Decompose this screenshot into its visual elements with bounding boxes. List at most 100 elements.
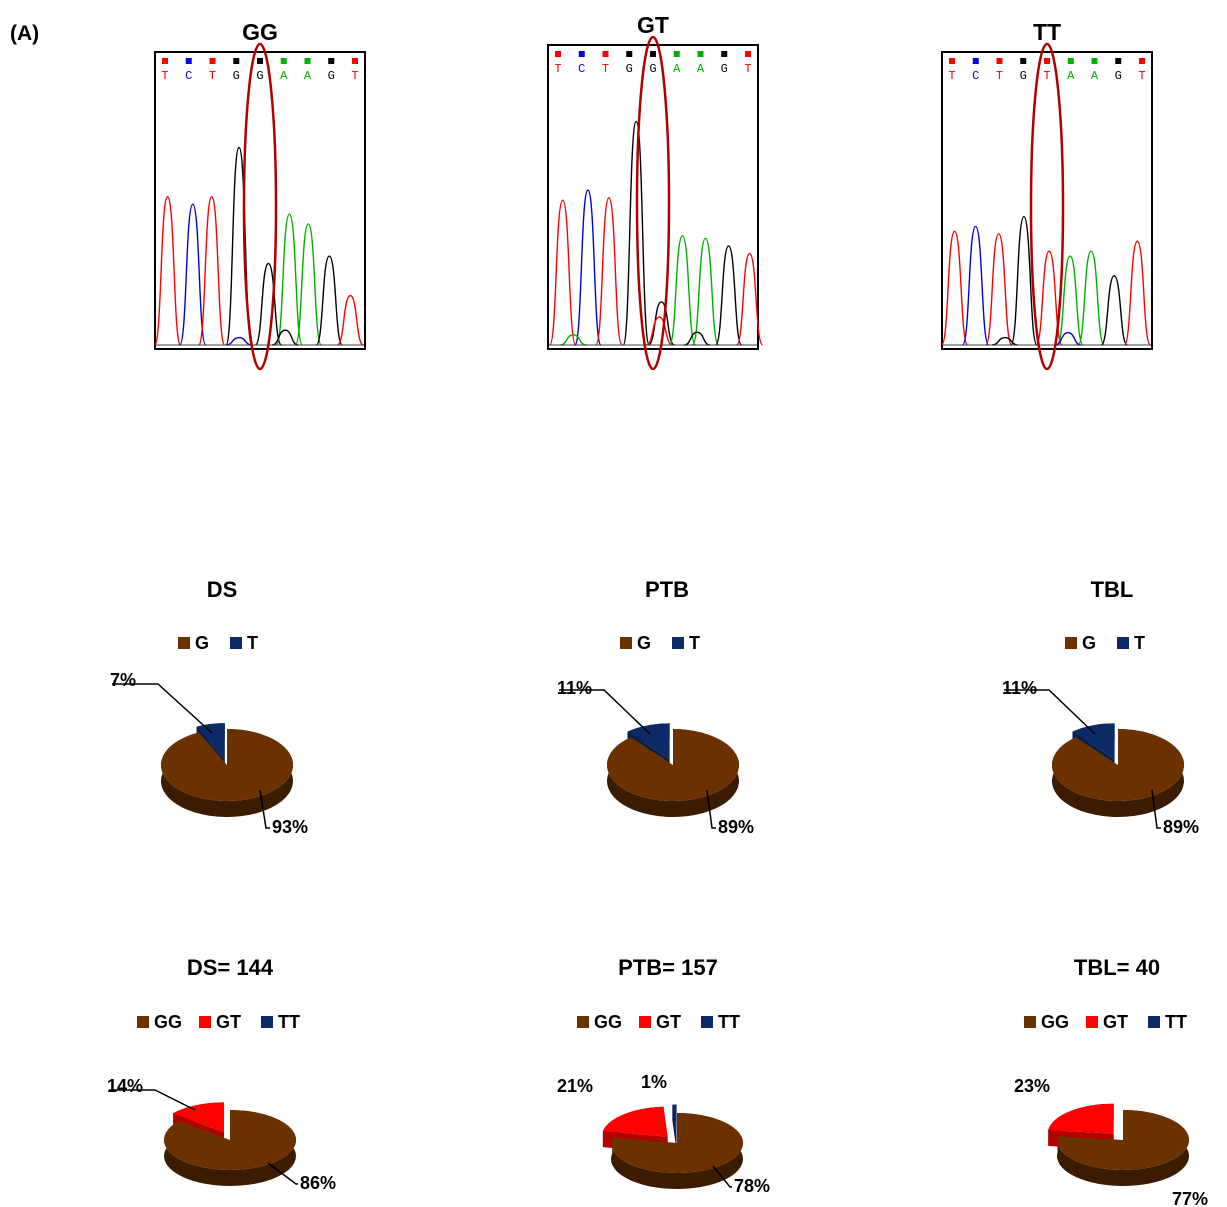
data-label: 14% (107, 1076, 143, 1096)
base-call: T (602, 62, 609, 76)
base-marker (1044, 58, 1050, 64)
pie-chart-5: PTB= 157 GG GT TT 78% 21% 1% (557, 955, 770, 1196)
trace-peak (560, 334, 587, 346)
legend-swatch-gg (577, 1016, 589, 1028)
trace-peak (1100, 275, 1128, 346)
legend-label: G (637, 633, 651, 653)
legend-swatch-tt (261, 1016, 273, 1028)
base-marker (1115, 58, 1122, 64)
chromatogram-gg: GGT C T G G A A G T (153, 19, 366, 371)
legend-label: T (689, 633, 700, 653)
legend-swatch-t (230, 637, 242, 649)
base-marker (328, 58, 335, 64)
pie-legend: GG GT TT (1024, 1012, 1187, 1032)
trace-peak (985, 233, 1013, 346)
trace-peak (668, 235, 697, 346)
chromatogram-frame (941, 51, 1153, 350)
legend-label: TT (278, 1012, 300, 1032)
base-marker (578, 51, 585, 57)
base-marker (555, 51, 561, 57)
base-marker (233, 58, 240, 64)
base-marker (996, 58, 1003, 64)
trace-peak (336, 294, 364, 346)
slice-top (672, 1104, 677, 1135)
base-call: T (351, 69, 358, 83)
pie-slice-gg (1056, 1110, 1189, 1187)
base-marker (745, 51, 751, 57)
pie-title: TBL= 40 (1074, 955, 1160, 980)
trace-peak (315, 255, 343, 346)
legend-label: GT (1103, 1012, 1128, 1032)
base-call: T (209, 69, 216, 83)
pie-slice-tt (672, 1104, 677, 1151)
chromatogram-gt: GTT C T G G A A G T (547, 12, 764, 371)
panel-label: (A) (10, 22, 39, 45)
trace-peak (1077, 250, 1105, 346)
pie-title: PTB= 157 (618, 955, 718, 980)
base-marker (352, 58, 358, 64)
base-call: A (697, 62, 705, 76)
base-marker (185, 58, 192, 64)
legend-swatch-t (1117, 637, 1129, 649)
legend-swatch-tt (1148, 1016, 1160, 1028)
label-leader-line (112, 683, 213, 734)
base-call: G (1115, 69, 1122, 83)
slice-top (611, 1113, 744, 1173)
base-marker (721, 51, 728, 57)
legend-swatch-t (672, 637, 684, 649)
label-leader-line (259, 789, 270, 829)
base-marker (1139, 58, 1145, 64)
trace-peak (225, 336, 253, 346)
base-marker (673, 51, 680, 57)
trace-peak (940, 230, 969, 346)
slice-top (173, 1102, 225, 1133)
pie-slice-gg (611, 1113, 744, 1189)
label-leader-line (1004, 689, 1096, 735)
trace-peak (275, 213, 304, 346)
slice-top (196, 723, 225, 760)
trace-peak (647, 301, 676, 346)
base-marker (650, 51, 656, 57)
pie-chart-1: DSG T93%7% (110, 577, 308, 837)
chromatogram-title: GG (242, 19, 278, 45)
legend-label: GT (216, 1012, 241, 1032)
data-label: 11% (557, 678, 592, 698)
base-call: C (185, 69, 192, 83)
base-marker (162, 58, 168, 64)
base-marker (626, 51, 633, 57)
legend-label: GT (656, 1012, 681, 1032)
legend-swatch-gg (137, 1016, 149, 1028)
base-call: T (1138, 69, 1145, 83)
base-call: A (673, 62, 681, 76)
base-call: T (554, 62, 561, 76)
data-label: 1% (641, 1072, 667, 1092)
pie-title: TBL (1091, 577, 1134, 602)
trace-peak (691, 237, 720, 346)
data-label: 7% (110, 670, 136, 690)
legend-swatch-g (620, 637, 632, 649)
pie-title: PTB (645, 577, 689, 602)
pie-chart-4: DS= 144 GG GT TT 86% 14% (107, 955, 336, 1193)
base-call: T (948, 69, 955, 83)
legend-label: GG (594, 1012, 622, 1032)
slice-edge (672, 1104, 677, 1151)
legend-swatch-gt (1086, 1016, 1098, 1028)
slice-top (160, 729, 293, 802)
data-label: 77% (1172, 1189, 1208, 1207)
data-label: 89% (1163, 817, 1199, 837)
base-call: G (1020, 69, 1027, 83)
trace-peak (272, 329, 299, 346)
data-label: 89% (718, 817, 754, 837)
chromatogram-frame (154, 51, 366, 350)
legend-label: T (1134, 633, 1145, 653)
base-call: A (304, 69, 312, 83)
data-label: 93% (272, 817, 308, 837)
base-marker (257, 58, 263, 64)
trace-peak (153, 196, 182, 346)
legend-label: GG (1041, 1012, 1069, 1032)
label-leader-line (559, 689, 651, 735)
